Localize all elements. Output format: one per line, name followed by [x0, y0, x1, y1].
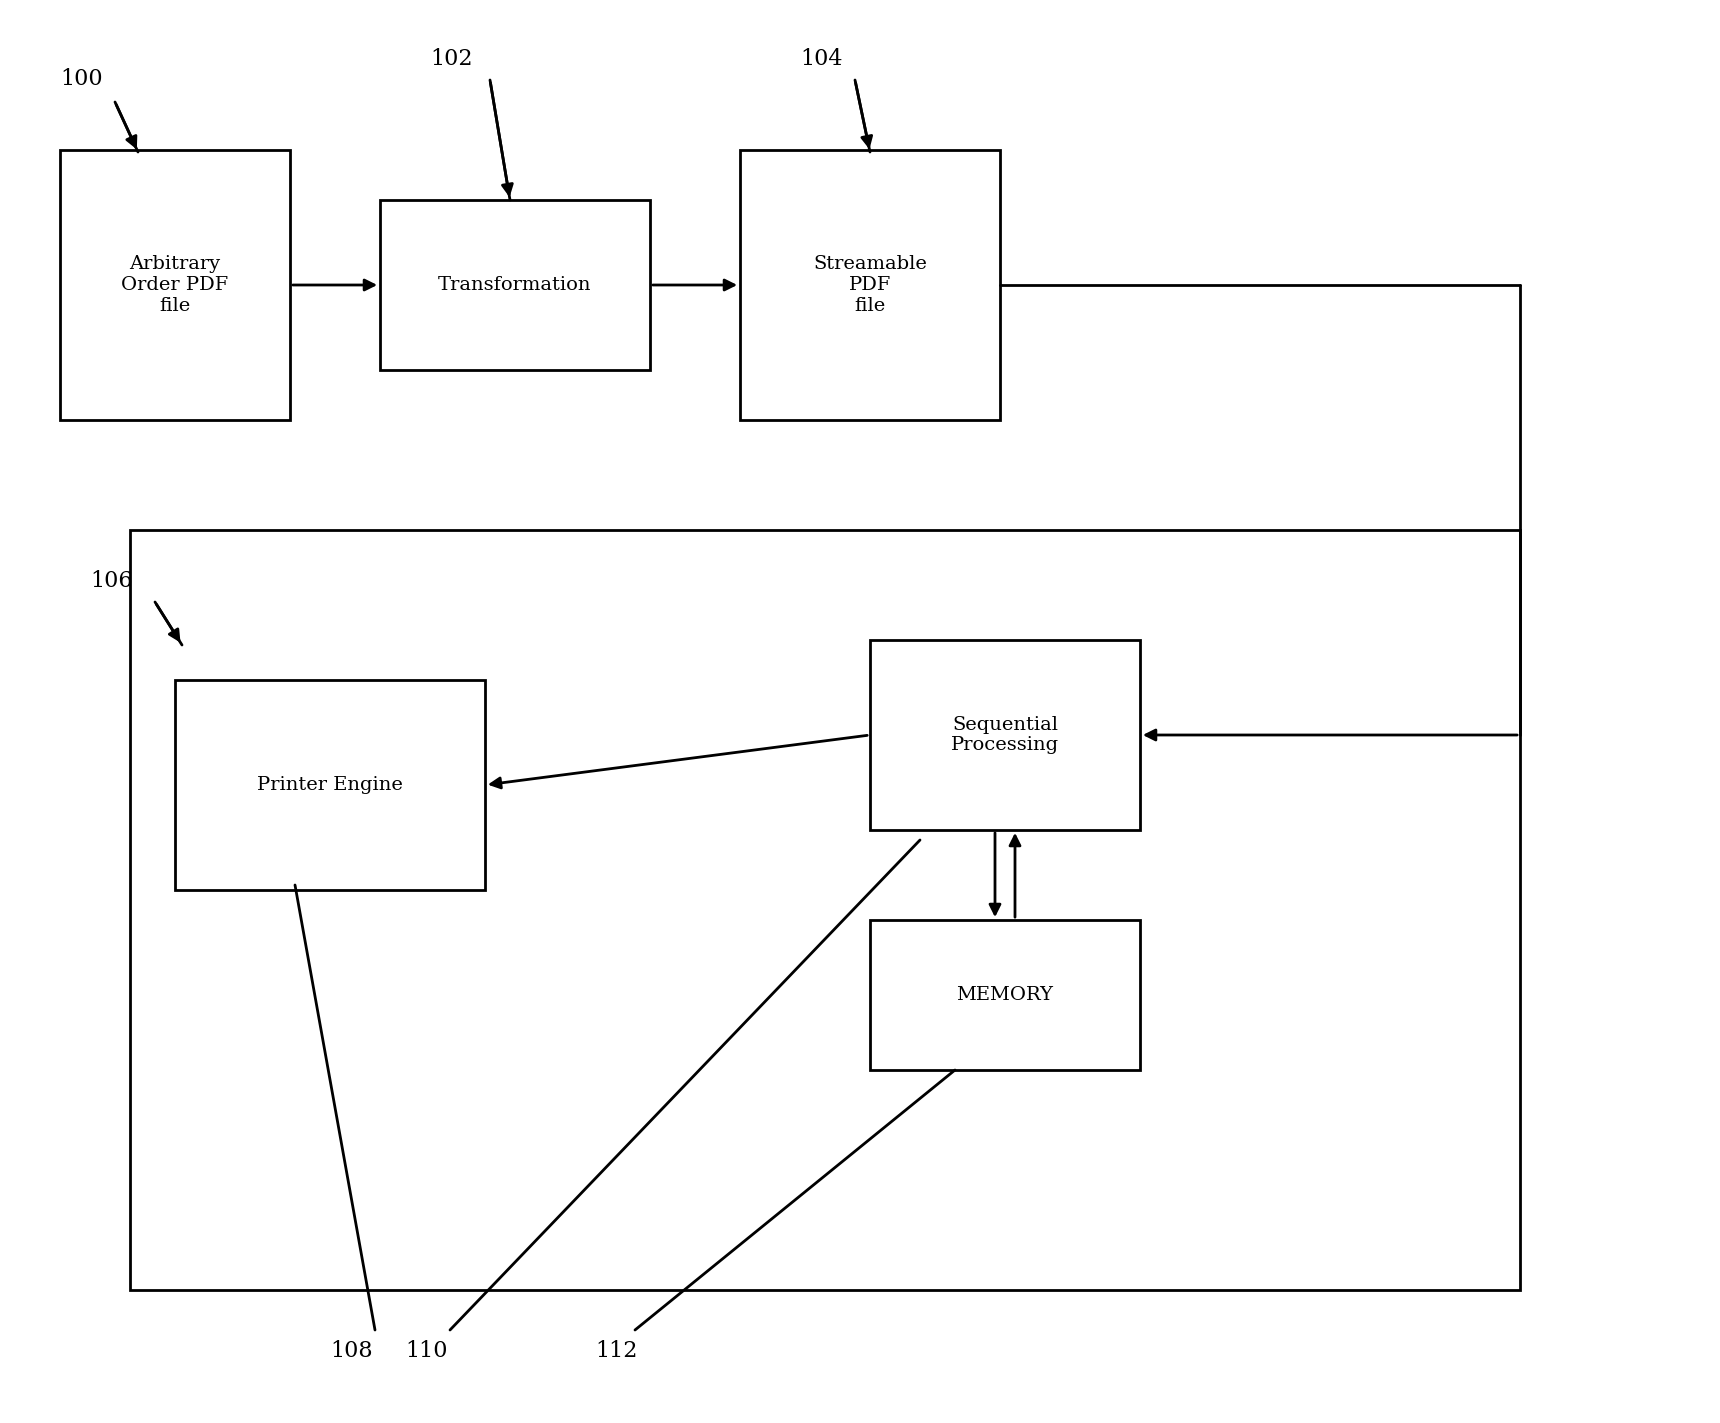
- Bar: [870, 921, 1140, 1070]
- Text: 106: 106: [89, 571, 132, 592]
- Text: Arbitrary
Order PDF
file: Arbitrary Order PDF file: [122, 255, 229, 314]
- Text: Transformation: Transformation: [439, 276, 592, 295]
- Bar: [740, 149, 999, 420]
- Text: 110: 110: [404, 1340, 447, 1362]
- Bar: [175, 680, 485, 889]
- Text: 108: 108: [330, 1340, 373, 1362]
- Bar: [60, 149, 291, 420]
- Text: 100: 100: [60, 68, 103, 90]
- Bar: [131, 529, 1520, 1291]
- Bar: [870, 640, 1140, 830]
- Text: 112: 112: [595, 1340, 638, 1362]
- Text: Streamable
PDF
file: Streamable PDF file: [814, 255, 927, 314]
- Text: MEMORY: MEMORY: [956, 986, 1053, 1005]
- Text: 102: 102: [430, 48, 473, 70]
- Text: Sequential
Processing: Sequential Processing: [951, 716, 1060, 754]
- Text: 104: 104: [800, 48, 843, 70]
- Bar: [380, 201, 650, 370]
- Text: Printer Engine: Printer Engine: [256, 776, 402, 794]
